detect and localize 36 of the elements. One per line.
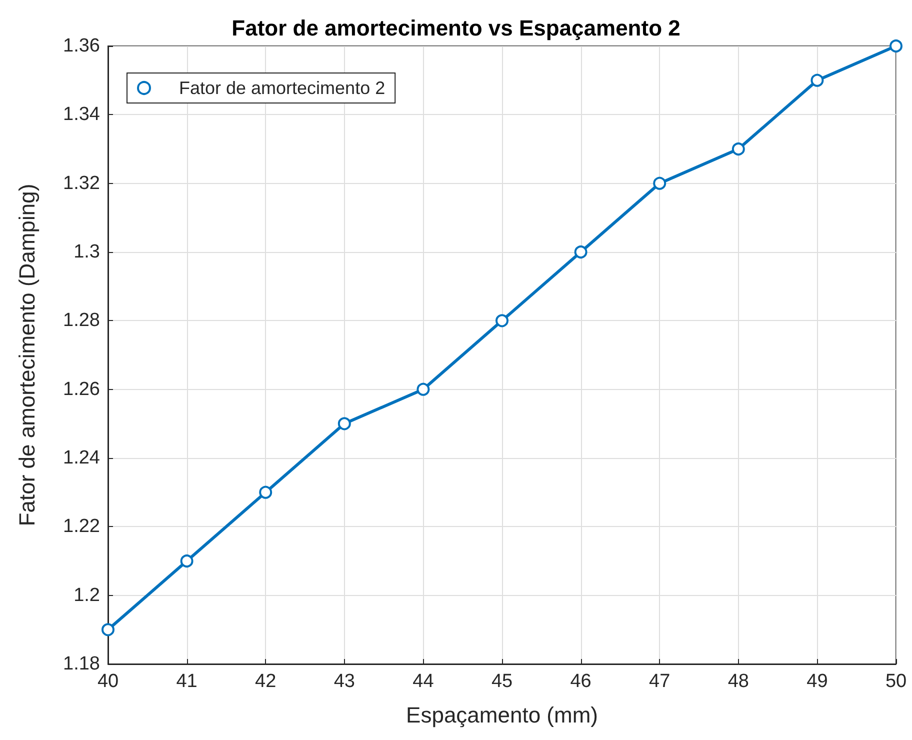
point bbox=[338, 417, 351, 430]
point bbox=[180, 554, 194, 568]
x-tick-label: 50 bbox=[885, 671, 907, 692]
y-tick-label: 1.3 bbox=[74, 242, 100, 262]
y-tick-label: 1.26 bbox=[63, 378, 100, 400]
y-tick-label: 1.18 bbox=[63, 654, 100, 674]
x-tick-label: 45 bbox=[491, 671, 513, 692]
point bbox=[653, 176, 666, 190]
legend-label: Fator de amortecimento 2 bbox=[179, 78, 386, 98]
point bbox=[259, 486, 272, 499]
x-tick-label: 44 bbox=[412, 671, 434, 692]
y-tick-label: 1.32 bbox=[63, 172, 100, 194]
point bbox=[496, 314, 508, 328]
point bbox=[574, 246, 588, 258]
x-tick-label: 41 bbox=[176, 671, 198, 692]
y-axis-title: Fator de amortecimento (Damping) bbox=[14, 184, 40, 526]
point bbox=[810, 74, 824, 87]
y-tick-label: 1.24 bbox=[63, 448, 100, 468]
point bbox=[416, 382, 430, 396]
x-tick-label: 40 bbox=[97, 671, 119, 692]
y-tick-label: 1.36 bbox=[63, 36, 100, 56]
x-tick-label: 43 bbox=[334, 671, 355, 692]
y-tick-label: 1.2 bbox=[74, 584, 100, 606]
point bbox=[732, 142, 745, 156]
point bbox=[890, 40, 902, 52]
chart-title: Fator de amortecimento vs Espaçamento 2 bbox=[232, 16, 680, 40]
x-tick-label: 42 bbox=[255, 671, 276, 692]
x-axis-title: Espaçamento (mm) bbox=[406, 702, 598, 728]
y-tick-label: 1.28 bbox=[63, 310, 100, 332]
y-tick-label: 1.34 bbox=[63, 104, 100, 126]
x-tick-label: 47 bbox=[649, 671, 670, 692]
y-tick-label: 1.22 bbox=[63, 516, 100, 538]
x-tick-label: 48 bbox=[728, 671, 749, 692]
point bbox=[102, 623, 114, 636]
x-tick-label: 46 bbox=[570, 671, 592, 692]
x-tick-label: 49 bbox=[806, 671, 828, 692]
